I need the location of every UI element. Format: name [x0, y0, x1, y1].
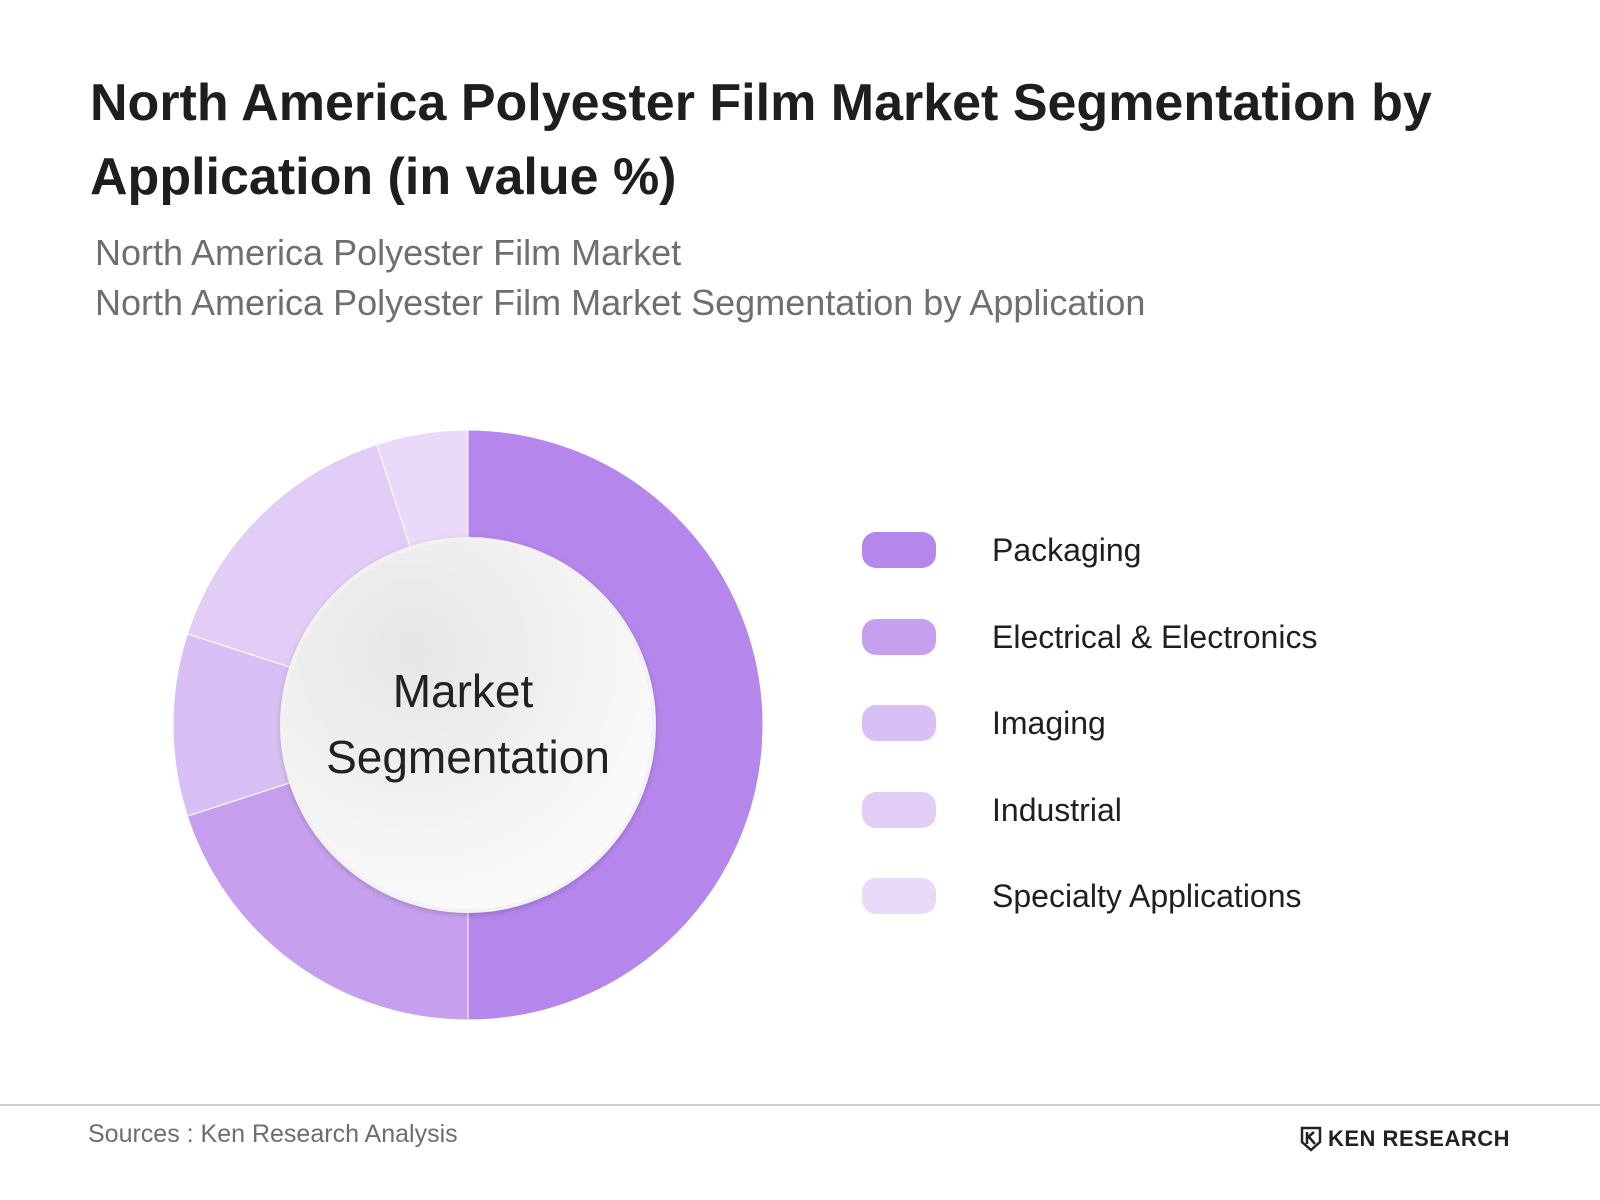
legend-label-electrical-electronics: Electrical & Electronics	[992, 618, 1318, 655]
legend-swatch-packaging	[862, 532, 936, 568]
legend-swatch-electrical-electronics	[862, 618, 936, 655]
source-note: Sources : Ken Research Analysis	[88, 1120, 458, 1148]
footer-divider	[0, 1104, 1600, 1106]
chart-subtitle: North America Polyester Film Market Nort…	[95, 228, 1495, 328]
legend-label-imaging: Imaging	[992, 705, 1106, 741]
legend-label-specialty-applications: Specialty Applications	[992, 878, 1302, 914]
center-label-line-2: Segmentation	[326, 731, 610, 783]
brand-logo: KEN RESEARCH	[1300, 1122, 1510, 1156]
legend-swatch-imaging	[862, 705, 936, 741]
ken-research-logo-icon	[1300, 1126, 1322, 1152]
center-label-line-1: Market	[393, 665, 534, 717]
donut-center	[280, 537, 656, 913]
legend-swatch-industrial	[862, 791, 936, 828]
legend-swatch-specialty-applications	[862, 878, 936, 914]
legend-label-industrial: Industrial	[992, 791, 1122, 828]
donut-slices	[172, 429, 764, 1021]
subtitle-line-2: North America Polyester Film Market Segm…	[95, 282, 1146, 323]
legend-label-packaging: Packaging	[992, 532, 1142, 568]
subtitle-line-1: North America Polyester Film Market	[95, 232, 682, 273]
chart-title: North America Polyester Film Market Segm…	[90, 74, 1432, 206]
brand-name: KEN RESEARCH	[1328, 1126, 1511, 1151]
